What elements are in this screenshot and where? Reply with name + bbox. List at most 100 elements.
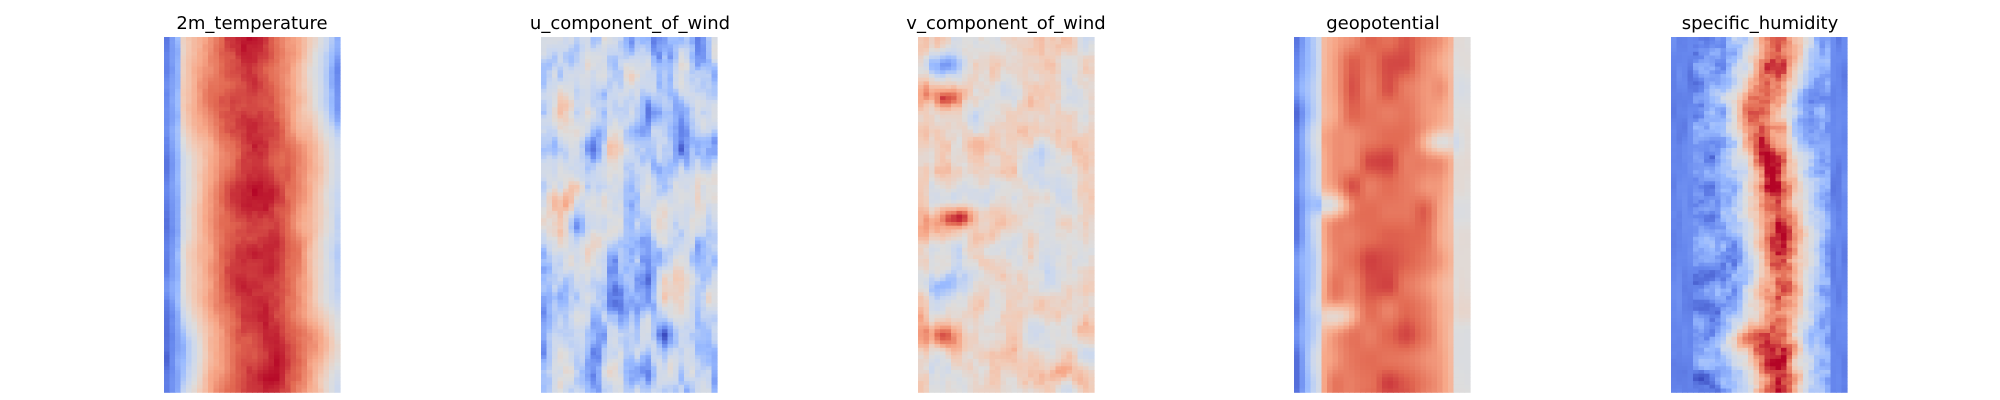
heatmap-cell <box>667 81 674 86</box>
heatmap-cell <box>301 277 308 282</box>
heatmap-cell <box>191 310 198 316</box>
heatmap-cell <box>640 103 647 108</box>
heatmap-cell <box>695 59 702 64</box>
heatmap-cell <box>552 88 559 94</box>
heatmap-cell <box>296 218 303 223</box>
heatmap-cell <box>213 81 220 86</box>
heatmap-cell <box>329 314 336 319</box>
heatmap-cell <box>191 262 198 267</box>
heatmap-cell <box>307 259 314 264</box>
heatmap-cell <box>557 159 564 164</box>
heatmap-cell <box>557 77 564 82</box>
heatmap-cell <box>579 188 586 193</box>
heatmap-cell <box>252 277 259 282</box>
heatmap-cell <box>334 288 341 293</box>
heatmap-cell <box>323 229 330 234</box>
heatmap-cell <box>224 62 231 68</box>
heatmap-cell <box>563 37 570 42</box>
heatmap-cell <box>164 122 171 127</box>
heatmap-cell <box>191 358 198 364</box>
heatmap-cell <box>230 55 237 60</box>
heatmap-cell <box>252 244 259 249</box>
heatmap-cell <box>169 347 176 353</box>
heatmap-cell <box>246 314 253 319</box>
heatmap-cell <box>241 384 248 390</box>
heatmap-cell <box>301 373 308 378</box>
heatmap-cell <box>301 151 308 156</box>
heatmap-cell <box>552 188 559 193</box>
heatmap-cell <box>169 170 176 175</box>
heatmap-cell <box>612 133 619 138</box>
heatmap-cell <box>230 325 237 330</box>
heatmap-cell <box>546 133 553 138</box>
heatmap-cell <box>700 99 707 105</box>
heatmap-cell <box>197 329 204 334</box>
heatmap-cell <box>230 177 237 182</box>
heatmap-cell <box>301 196 308 201</box>
heatmap-cell <box>180 151 187 156</box>
heatmap-cell <box>213 314 220 319</box>
heatmap-cell <box>695 125 702 131</box>
heatmap-cell <box>552 162 559 168</box>
heatmap-cell <box>601 173 608 179</box>
heatmap-cell <box>241 55 248 60</box>
heatmap-cell <box>574 222 581 227</box>
heatmap-cell <box>596 192 603 197</box>
heatmap-cell <box>568 55 575 60</box>
heatmap-cell <box>651 236 658 242</box>
heatmap-cell <box>329 355 336 360</box>
heatmap-cell <box>164 366 171 371</box>
heatmap-cell <box>607 192 614 197</box>
heatmap-cell <box>563 74 570 79</box>
heatmap-cell <box>612 114 619 119</box>
heatmap-cell <box>274 296 281 301</box>
heatmap-cell <box>629 229 636 234</box>
heatmap-cell <box>213 333 220 338</box>
heatmap-cell <box>651 181 658 186</box>
heatmap-cell <box>307 37 314 42</box>
heatmap-cell <box>208 377 215 382</box>
heatmap-cell <box>629 59 636 64</box>
heatmap-cell <box>257 48 264 53</box>
heatmap-cell <box>268 144 275 149</box>
heatmap-cell <box>601 255 608 260</box>
heatmap-cell <box>656 59 663 64</box>
heatmap-cell <box>301 370 308 375</box>
heatmap-cell <box>252 318 259 323</box>
heatmap-cell <box>224 247 231 253</box>
heatmap-cell <box>235 81 242 86</box>
heatmap-cell <box>706 207 713 212</box>
heatmap-cell <box>213 236 220 242</box>
heatmap-cell <box>590 144 597 149</box>
heatmap-cell <box>656 170 663 175</box>
heatmap-cell <box>213 310 220 316</box>
heatmap-cell <box>629 255 636 260</box>
heatmap-cell <box>246 114 253 119</box>
heatmap-cell <box>279 111 286 116</box>
heatmap-cell <box>169 307 176 312</box>
heatmap-cell <box>191 140 198 145</box>
heatmap-cell <box>640 222 647 227</box>
heatmap-cell <box>706 177 713 182</box>
heatmap-cell <box>290 370 297 375</box>
heatmap-cell <box>552 218 559 223</box>
heatmap-cell <box>607 144 614 149</box>
heatmap-cell <box>667 74 674 79</box>
heatmap-cell <box>700 122 707 127</box>
heatmap-cell <box>684 225 691 230</box>
heatmap-cell <box>667 37 674 42</box>
heatmap-cell <box>252 225 259 230</box>
heatmap-cell <box>279 244 286 249</box>
heatmap-cell <box>684 185 691 190</box>
heatmap-cell <box>290 362 297 367</box>
heatmap-cell <box>279 281 286 286</box>
heatmap-cell <box>634 114 641 119</box>
heatmap-cell <box>673 188 680 193</box>
heatmap-cell <box>629 37 636 42</box>
heatmap-cell <box>656 188 663 193</box>
heatmap-cell <box>252 266 259 271</box>
heatmap-cell <box>290 255 297 260</box>
heatmap-cell <box>191 296 198 301</box>
heatmap-cell <box>230 74 237 79</box>
heatmap-cell <box>263 240 270 245</box>
